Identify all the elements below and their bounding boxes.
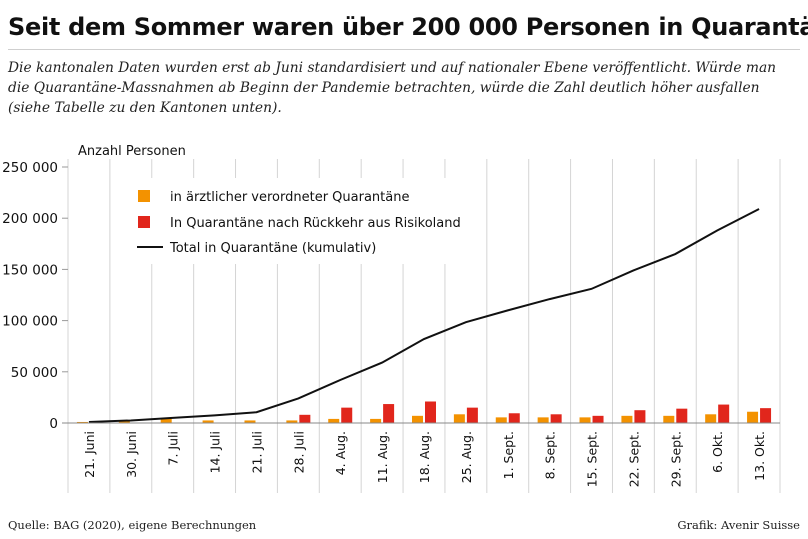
chart-subtitle: Die kantonalen Daten wurden erst ab Juni… (8, 60, 777, 116)
axes: 0 50 000 100 000 150 000 200 000 250 000 Anzah… (2, 144, 780, 487)
legend: in ärztlicher verordneter Quarantäne In Q… (126, 178, 461, 264)
bar-aerztlich (495, 417, 507, 423)
y-tick-label: 250 000 (2, 160, 58, 176)
bar-aerztlich (579, 417, 591, 423)
bar-risikoland (676, 408, 688, 423)
bar-aerztlich (76, 421, 88, 423)
bar-risikoland (425, 401, 436, 423)
bars (76, 401, 772, 423)
x-tick-label: 4. Aug. (333, 431, 348, 475)
bar-risikoland (508, 413, 520, 423)
bar-aerztlich (328, 418, 340, 423)
credit-note: Grafik: Avenir Suisse (677, 518, 800, 532)
x-tick-label: 25. Aug. (459, 431, 474, 483)
legend-label: in ärztlicher verordneter Quarantäne (170, 190, 409, 205)
x-tick-label: 15. Sept. (585, 431, 600, 487)
source-note: Quelle: BAG (2020), eigene Berechnungen (8, 518, 257, 532)
bar-aerztlich (286, 420, 298, 423)
x-tick-label: 29. Sept. (668, 431, 683, 487)
x-tick-label: 21. Juli (249, 431, 264, 473)
bar-aerztlich (244, 420, 256, 423)
legend-swatch (138, 216, 150, 228)
x-tick-label: 18. Aug. (417, 431, 432, 483)
bar-aerztlich (370, 418, 382, 423)
bar-risikoland (383, 404, 395, 423)
bar-aerztlich (621, 415, 633, 423)
bar-risikoland (592, 415, 604, 423)
x-tick-label: 22. Sept. (626, 431, 641, 487)
x-tick-label: 21. Juni (82, 431, 97, 478)
y-axis-label: Anzahl Personen (78, 144, 186, 159)
bar-risikoland (341, 407, 353, 423)
legend-swatch (138, 190, 150, 202)
legend-label: In Quarantäne nach Rückkehr aus Risikola… (170, 216, 461, 231)
x-tick-label: 13. Okt. (752, 431, 767, 481)
x-tick-label: 30. Juni (124, 431, 139, 478)
bar-aerztlich (160, 418, 172, 423)
bar-aerztlich (537, 417, 549, 423)
x-tick-label: 6. Okt. (710, 431, 725, 473)
total-line (88, 208, 760, 423)
bar-aerztlich (412, 415, 423, 423)
bar-aerztlich (118, 421, 130, 423)
x-tick-label: 8. Sept. (543, 431, 558, 479)
y-tick-label: 100 000 (2, 314, 58, 330)
bar-risikoland (550, 414, 562, 423)
legend-label: Total in Quarantäne (kumulativ) (169, 241, 376, 256)
x-tick-label: 1. Sept. (501, 431, 516, 479)
chart-title: Seit dem Sommer waren über 200 000 Perso… (8, 13, 808, 41)
bar-aerztlich (202, 420, 214, 423)
line-series (88, 208, 760, 423)
x-tick-label: 28. Juli (291, 431, 306, 473)
bar-aerztlich (705, 414, 717, 423)
x-tick-label: 14. Juli (208, 431, 223, 473)
legend-box (126, 178, 456, 264)
bar-aerztlich (663, 415, 675, 423)
y-tick-label: 0 (49, 416, 58, 432)
bar-risikoland (299, 414, 311, 423)
x-tick-label: 7. Juli (166, 431, 181, 465)
y-tick-label: 200 000 (2, 211, 58, 227)
bar-risikoland (760, 408, 772, 423)
bar-risikoland (634, 410, 646, 423)
y-tick-label: 50 000 (11, 365, 58, 381)
bar-aerztlich (453, 414, 465, 423)
y-tick-label: 150 000 (2, 262, 58, 278)
title-divider (8, 49, 800, 50)
x-tick-label: 11. Aug. (375, 431, 390, 483)
bar-aerztlich (747, 411, 759, 423)
bar-risikoland (718, 404, 730, 423)
bar-risikoland (466, 407, 478, 423)
